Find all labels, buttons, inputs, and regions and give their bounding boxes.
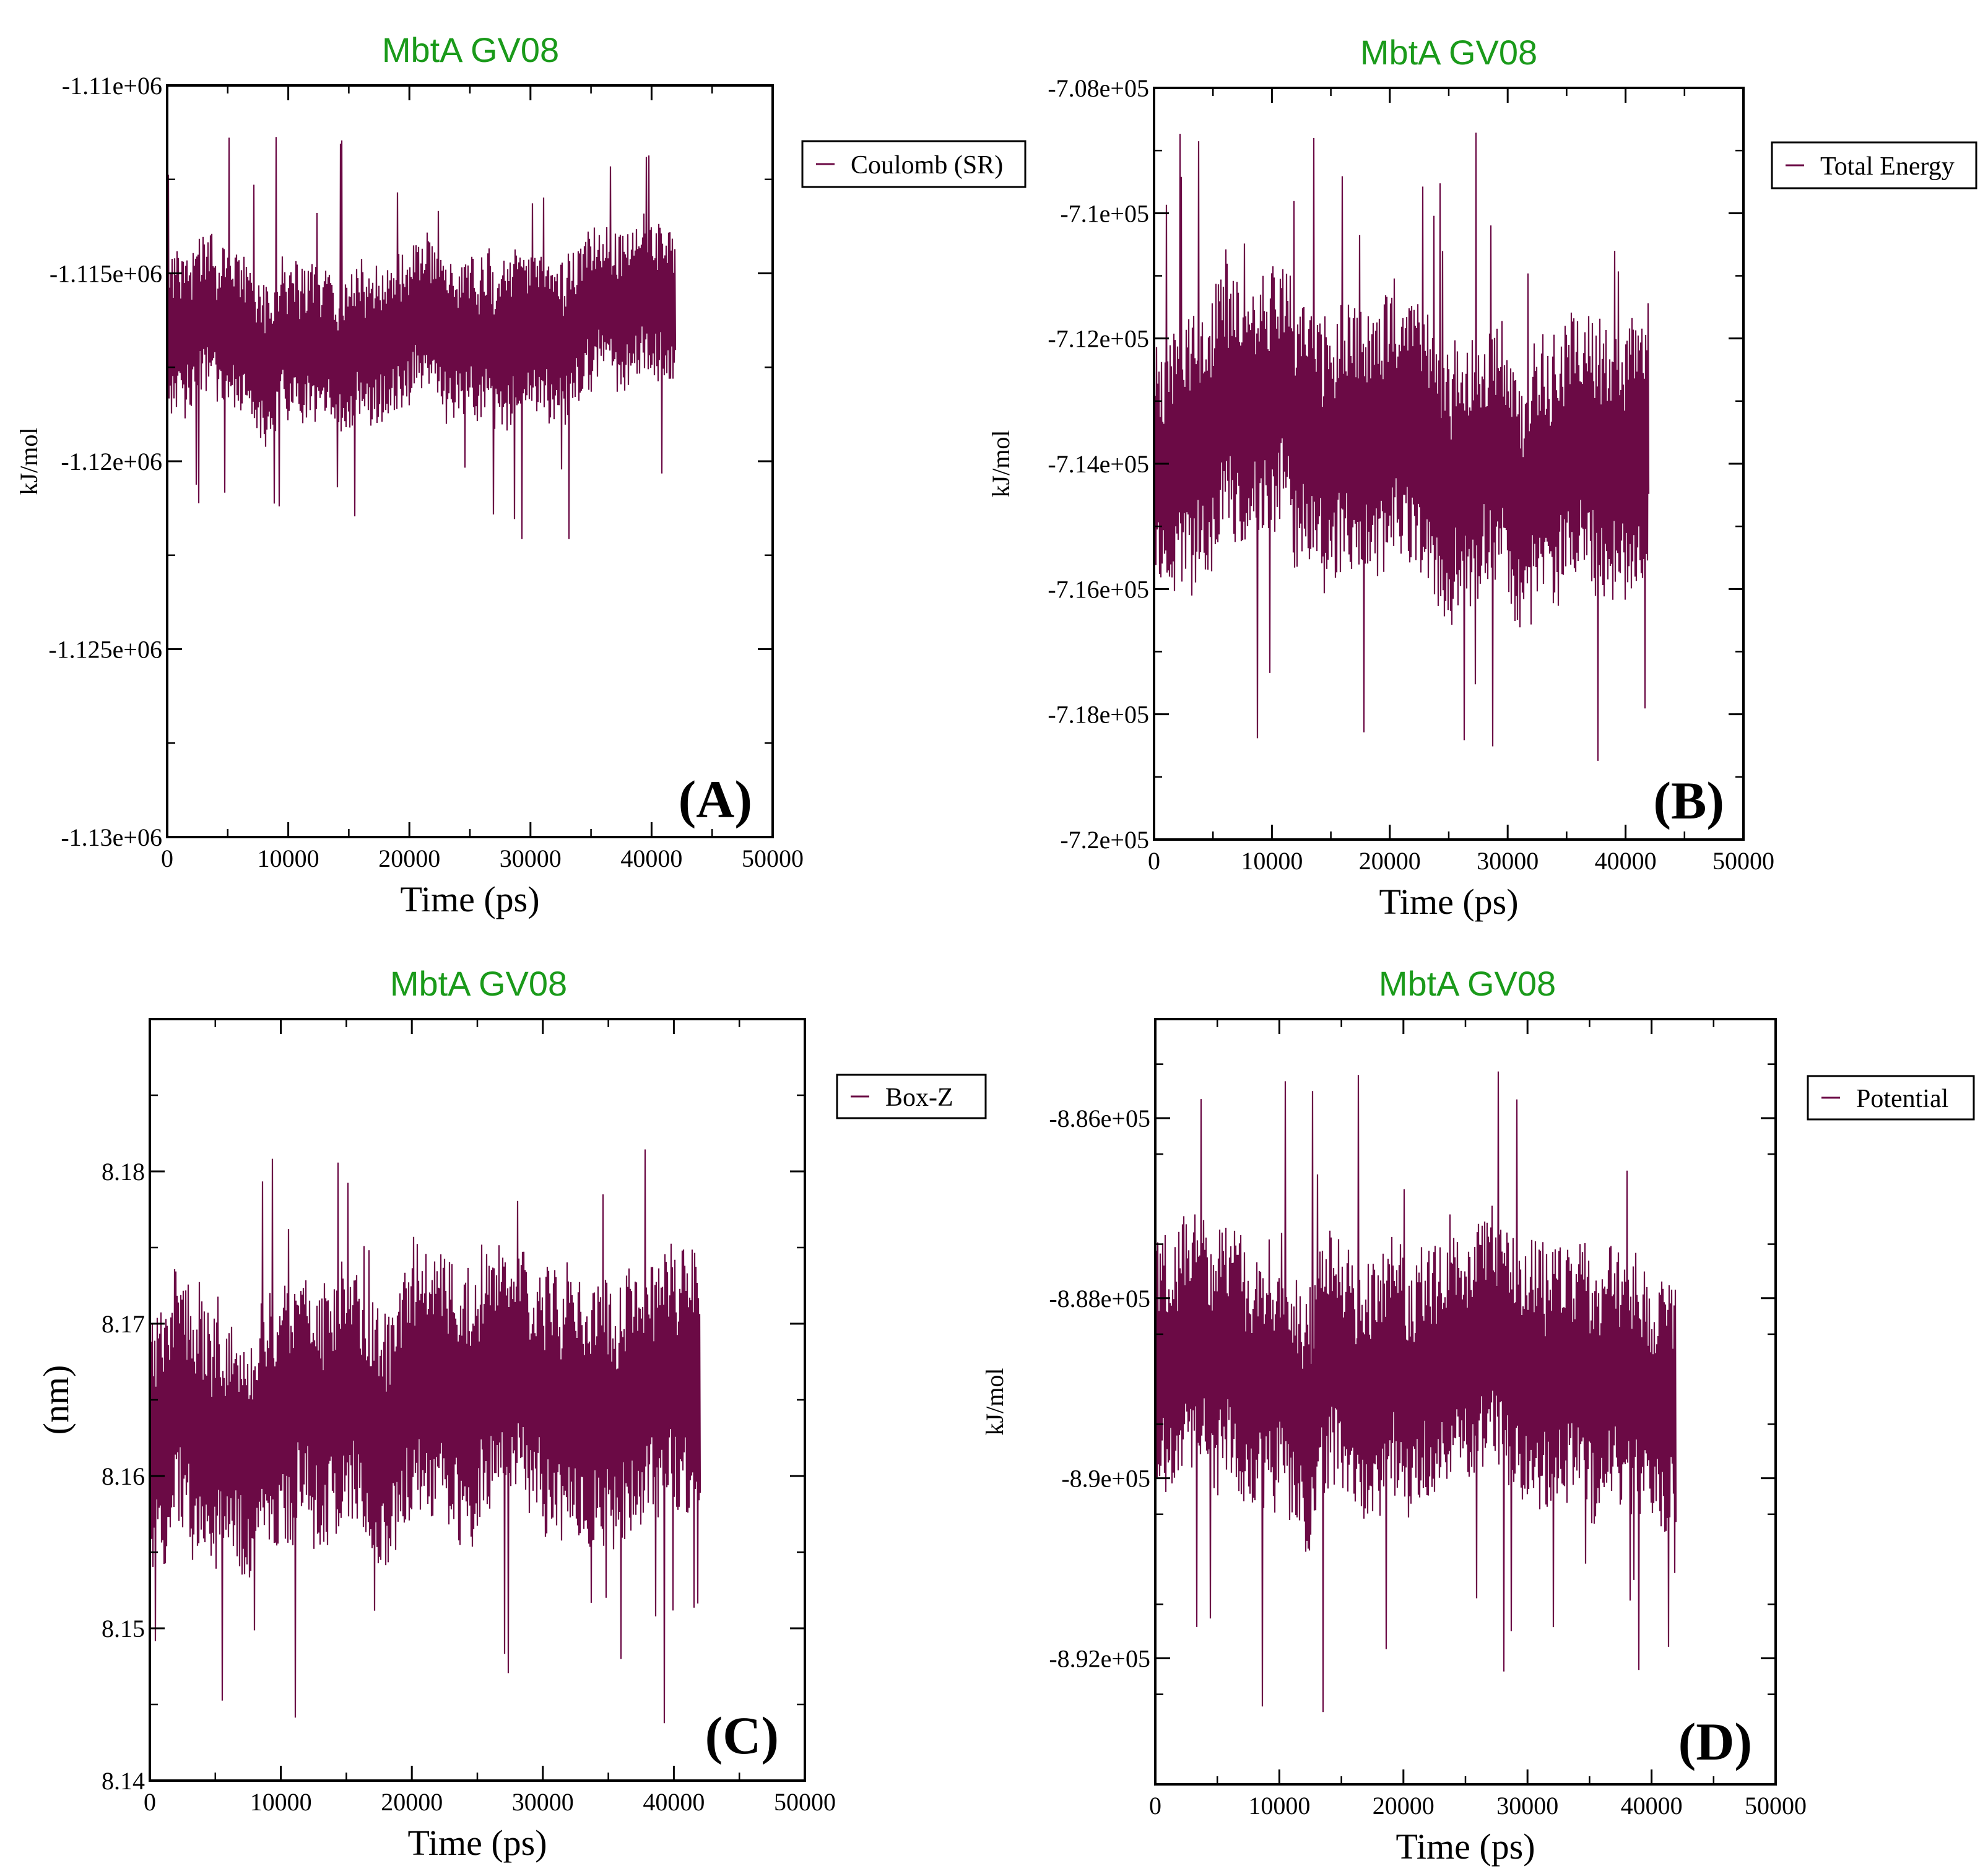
x-tick-label: 20000 [1359,847,1421,875]
x-tick-label: 30000 [512,1788,574,1816]
y-tick-label: -8.92e+05 [1049,1644,1150,1672]
legend-entry: Total Energy [1820,152,1955,181]
legend-entry: Box-Z [885,1083,953,1112]
y-tick-label: 8.18 [102,1158,145,1186]
y-tick-label: -1.125e+06 [48,636,162,664]
x-tick-label: 20000 [1373,1792,1435,1820]
y-tick-label: -7.14e+05 [1048,450,1149,478]
y-tick-label: -1.115e+06 [50,260,162,288]
y-tick-label: -8.88e+05 [1049,1285,1150,1313]
y-tick-label: 8.15 [102,1615,145,1643]
y-tick-label: -1.12e+06 [61,448,162,475]
y-tick-label: -8.86e+05 [1049,1105,1150,1132]
series-line-coulomb-sr [166,137,677,539]
legend: Potential [1807,1075,1975,1121]
legend: Box-Z [836,1074,987,1119]
y-tick-label: -7.2e+05 [1060,826,1149,854]
chart-title: MbtA GV08 [390,964,567,1003]
series-line-box-z [149,1149,701,1724]
x-tick-label: 50000 [742,844,804,872]
x-tick-label: 30000 [1496,1792,1558,1820]
y-tick-label: 8.16 [102,1462,145,1490]
x-axis-label: Time (ps) [1379,882,1518,922]
y-tick-label: -1.13e+06 [61,823,162,851]
chart-title: MbtA GV08 [382,30,559,69]
x-tick-label: 40000 [620,844,682,872]
x-tick-label: 20000 [381,1788,443,1816]
chart-title: MbtA GV08 [1360,33,1537,72]
panel-label: (C) [705,1706,779,1765]
panel-label: (A) [679,770,752,829]
y-axis-label: kJ/mol [981,1368,1009,1436]
legend: Coulomb (SR) [801,140,1027,188]
x-tick-label: 0 [1149,1792,1161,1820]
y-tick-label: -7.18e+05 [1048,701,1149,729]
series-line-potential [1154,1071,1677,1713]
y-tick-label: 8.17 [102,1310,145,1338]
y-axis-label: (nm) [36,1365,76,1435]
y-tick-label: 8.14 [102,1767,145,1795]
chart-panel-a: MbtA GV08 0 10000 20000 30000 40000 50000 -1.11… [15,30,1027,919]
series-line-total-energy [1153,132,1650,761]
x-tick-label: 10000 [258,844,319,872]
x-tick-label: 50000 [1745,1792,1807,1820]
x-tick-label: 20000 [378,844,440,872]
chart-panel-d: MbtA GV08 0 10000 20000 30000 40000 50000 -8.86… [981,964,1975,1867]
x-tick-label: 0 [161,844,173,872]
y-tick-label: -7.08e+05 [1048,74,1149,102]
x-tick-label: 30000 [500,844,562,872]
legend-entry: Coulomb (SR) [851,151,1003,180]
legend-entry: Potential [1856,1085,1948,1113]
x-axis-label: Time (ps) [1396,1826,1535,1867]
panel-label: (B) [1653,771,1724,830]
x-tick-label: 40000 [643,1788,705,1816]
x-tick-label: 0 [144,1788,156,1816]
x-axis-label: Time (ps) [407,1823,547,1863]
legend: Total Energy [1771,141,1977,189]
y-axis-label: kJ/mol [987,430,1015,498]
y-tick-label: -7.12e+05 [1048,325,1149,353]
y-tick-label: -8.9e+05 [1061,1465,1150,1493]
x-tick-label: 50000 [1712,847,1774,875]
chart-panel-b: MbtA GV08 0 10000 20000 30000 40000 50000 -7.08… [987,33,1977,922]
legend-box [801,140,1027,188]
x-tick-label: 0 [1148,847,1160,875]
y-tick-label: -7.1e+05 [1060,199,1149,227]
x-axis-label: Time (ps) [400,879,539,919]
y-tick-label: -7.16e+05 [1048,575,1149,603]
x-tick-label: 40000 [1595,847,1657,875]
x-tick-label: 10000 [1248,1792,1310,1820]
x-tick-label: 30000 [1477,847,1539,875]
y-axis-label: kJ/mol [15,428,43,495]
x-tick-label: 50000 [774,1788,836,1816]
chart-title: MbtA GV08 [1379,964,1556,1003]
plot-frame [166,84,774,838]
legend-box [1771,141,1977,189]
x-tick-label: 10000 [1241,847,1303,875]
y-tick-label: -1.11e+06 [62,72,162,100]
chart-panel-c: MbtA GV08 0 10000 20000 30000 40000 50000 8.14 8… [36,964,987,1863]
x-tick-label: 10000 [250,1788,312,1816]
x-tick-label: 40000 [1621,1792,1683,1820]
panel-label: (D) [1678,1712,1752,1771]
